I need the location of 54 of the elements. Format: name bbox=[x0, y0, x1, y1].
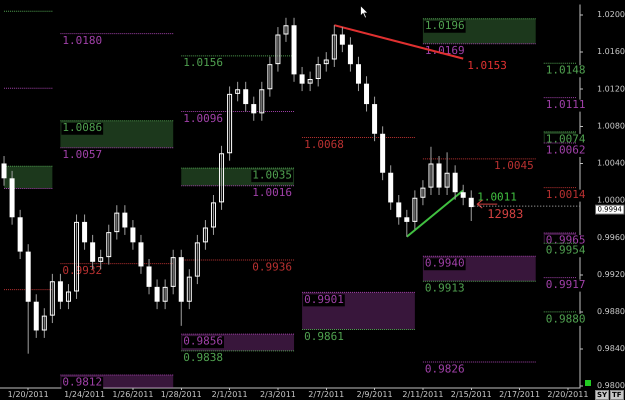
series-label: 1.0156 bbox=[183, 56, 223, 70]
y-tick-label: 1.0080 bbox=[597, 121, 625, 130]
x-tick-label: 2/15/2011 bbox=[450, 390, 492, 399]
x-tick-label: 1/28/2011 bbox=[160, 390, 202, 399]
x-tick-label: 1/26/2011 bbox=[112, 390, 154, 399]
x-tick-label: 2/7/2011 bbox=[308, 390, 344, 399]
series-label: 0.9901 bbox=[304, 292, 344, 306]
y-tick-label: 0.9920 bbox=[597, 270, 625, 279]
series-label: 0.9856 bbox=[183, 334, 223, 348]
annotation: 12983 bbox=[487, 207, 524, 222]
series-label: 1.0086 bbox=[62, 121, 102, 134]
series-label: 0.9936 bbox=[252, 260, 292, 274]
series-label: 1.0014 bbox=[546, 188, 586, 201]
x-tick-label: 2/1/2011 bbox=[212, 390, 248, 399]
series-label: 1.0011 bbox=[477, 190, 517, 204]
series-label: 1.0153 bbox=[467, 58, 507, 72]
series-label: 1.0196 bbox=[424, 19, 465, 32]
x-tick-label: 2/9/2011 bbox=[356, 390, 393, 399]
series-label: 1.0068 bbox=[304, 138, 344, 151]
y-tick-label: 0.9960 bbox=[597, 232, 625, 242]
y-tick-label: 0.9840 bbox=[597, 344, 625, 354]
series-label: 0.9940 bbox=[424, 256, 465, 270]
series-label: 1.0045 bbox=[494, 159, 534, 172]
series-label: 0.9812 bbox=[62, 375, 102, 388]
series-label: 0.9861 bbox=[304, 330, 344, 343]
series-label: 0.9826 bbox=[424, 362, 465, 376]
series-label: 1.0096 bbox=[183, 112, 223, 125]
y-tick-label: 1.0120 bbox=[597, 84, 625, 94]
x-tick-label: 2/20/2011 bbox=[547, 390, 588, 399]
y-tick-label: 0.9800 bbox=[597, 381, 625, 390]
series-label: 1.0035 bbox=[252, 168, 292, 182]
y-tick-label: 0.9880 bbox=[597, 306, 625, 316]
series-label: 1.0074 bbox=[546, 132, 586, 146]
y-tick-label: 1.0200 bbox=[597, 10, 625, 20]
x-tick-label: 2/3/2011 bbox=[260, 390, 296, 399]
series-label: 1.0016 bbox=[252, 186, 292, 200]
series-label: 0.9965 bbox=[546, 233, 586, 246]
series-label: 1.0148 bbox=[546, 64, 586, 77]
y-tick-label: 1.0040 bbox=[597, 158, 625, 168]
x-tick-label: 2/11/2011 bbox=[402, 390, 444, 399]
series-label: 0.9913 bbox=[424, 282, 465, 295]
series-label: 0.9838 bbox=[183, 351, 223, 364]
series-label: 0.9917 bbox=[546, 278, 586, 291]
series-label: 1.0062 bbox=[546, 143, 586, 156]
series-label: 1.0180 bbox=[62, 34, 102, 47]
x-tick-label: 1/20/2011 bbox=[8, 390, 49, 399]
series-label: 0.9954 bbox=[546, 244, 586, 257]
series-label: 1.0111 bbox=[546, 98, 586, 111]
y-tick-label: 1.0000 bbox=[597, 196, 625, 205]
x-tick-label: 2/17/2011 bbox=[499, 390, 540, 399]
series-label: 1.0057 bbox=[62, 148, 102, 162]
series-label: 0.9880 bbox=[546, 312, 586, 326]
x-tick-label: 1/24/2011 bbox=[64, 390, 106, 399]
y-tick-label: 1.0160 bbox=[597, 47, 625, 56]
